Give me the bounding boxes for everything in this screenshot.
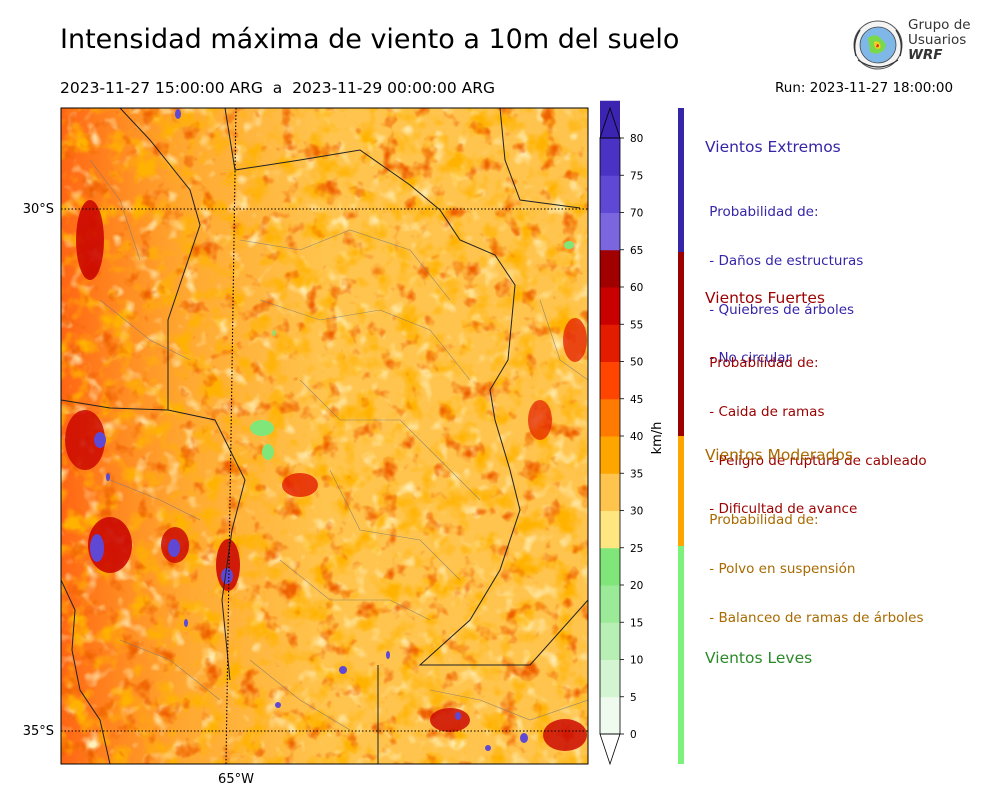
colorbar-tick-label: 20 <box>630 580 643 592</box>
light-wind-spots <box>250 241 574 460</box>
political-boundaries <box>61 108 588 764</box>
map-red-patches <box>61 108 588 764</box>
category-title-fuertes: Vientos Fuertes <box>705 289 825 307</box>
colorbar-tick-label: 15 <box>630 617 643 629</box>
colorbar-tick-label: 35 <box>630 468 643 480</box>
logo-line-1: Grupo de <box>908 17 971 33</box>
globe-icon <box>853 20 903 70</box>
colorbar-segment <box>600 585 620 623</box>
category-bar-moderados <box>678 436 684 546</box>
wind-map <box>61 108 588 764</box>
category-desc-fuertes: Probabilidad de: - Caida de ramas - Peli… <box>705 323 927 550</box>
colorbar-segment <box>600 324 620 362</box>
run-timestamp: Run: 2023-11-27 18:00:00 <box>775 80 954 96</box>
colorbar-segment <box>600 696 620 735</box>
category-extremos: Vientos Extremos Probabilidad de: - Daño… <box>705 138 863 399</box>
desc-line: Probabilidad de: <box>705 204 819 221</box>
desc-line: Probabilidad de: <box>705 355 819 372</box>
colorbar-segment <box>600 175 620 213</box>
lat-label-30s: 30°S <box>23 202 54 217</box>
colorbar-extend-min <box>599 733 621 766</box>
forecast-period: 2023-11-27 15:00:00 ARG a 2023-11-29 00:… <box>60 79 496 97</box>
desc-line: - Daños de estructuras <box>705 253 864 270</box>
category-leves: Vientos Leves <box>705 649 812 667</box>
colorbar-segment <box>600 659 620 698</box>
category-fuertes: Vientos Fuertes Probabilidad de: - Caida… <box>705 289 927 550</box>
colorbar-tick-label: 10 <box>630 655 643 667</box>
colorbar-segment <box>600 249 620 288</box>
colorbar-tick-label: 55 <box>630 319 643 331</box>
colorbar-segment <box>600 212 620 251</box>
graticule <box>61 108 588 764</box>
lon-label-65w: 65°W <box>218 772 254 787</box>
category-title-leves: Vientos Leves <box>705 649 813 667</box>
logo-text: Grupo de Usuarios WRF <box>908 18 971 63</box>
colorbar-unit-label: km/h <box>650 422 665 455</box>
colorbar-segment <box>600 436 620 474</box>
category-bars <box>678 108 684 764</box>
desc-line: - Caida de ramas <box>705 404 825 421</box>
colorbar-tick-label: 30 <box>630 506 643 518</box>
category-title-moderados: Vientos Moderados <box>705 446 853 464</box>
colorbar-segment <box>600 510 620 549</box>
colorbar-segment <box>600 622 620 660</box>
logo-line-2: Usuarios <box>908 32 967 48</box>
lat-label-35s: 35°S <box>23 724 54 739</box>
colorbar-tick-label: 75 <box>630 170 643 182</box>
logo-line-3: WRF <box>908 47 943 63</box>
colorbar-tick-label: 60 <box>630 282 643 294</box>
colorbar-segment <box>600 138 620 176</box>
colorbar-tick-label: 50 <box>630 357 643 369</box>
desc-line: - Peligro de ruptura de cableado <box>705 452 927 469</box>
category-desc-moderados: Probabilidad de: - Polvo en suspensión -… <box>705 480 924 658</box>
category-bar-extremos <box>678 108 684 252</box>
category-moderados: Vientos Moderados Probabilidad de: - Pol… <box>705 446 924 658</box>
colorbar-tick-label: 80 <box>630 133 643 145</box>
colorbar-segment <box>600 361 620 400</box>
colorbar-tick-label: 5 <box>630 692 637 704</box>
category-desc-extremos: Probabilidad de: - Daños de estructuras … <box>705 172 863 399</box>
desc-line: - Polvo en suspensión <box>705 561 856 578</box>
desc-line: - No circular <box>705 350 792 367</box>
wrf-logo <box>848 16 978 76</box>
category-bar-leves <box>678 546 684 764</box>
colorbar-tick-label: 65 <box>630 245 643 257</box>
colorbar-segment <box>600 287 620 325</box>
colorbar: 0 5 10 15 20 25 30 35 40 45 50 55 60 65 70 75 80 <box>599 100 643 766</box>
colorbar-tick-label: 0 <box>630 729 637 741</box>
page-title: Intensidad máxima de viento a 10m del su… <box>60 24 680 55</box>
department-boundaries <box>89 159 588 731</box>
desc-line: - Dificultad de avance <box>705 501 858 518</box>
extreme-wind-spots <box>90 109 528 751</box>
map-frame <box>60 107 589 765</box>
category-title-extremos: Vientos Extremos <box>705 138 841 156</box>
desc-line: Probabilidad de: <box>705 512 819 529</box>
colorbar-tick-label: 40 <box>630 431 643 443</box>
colorbar-tick-label: 25 <box>630 543 643 555</box>
colorbar-tick-label: 45 <box>630 394 643 406</box>
colorbar-segment <box>600 547 620 586</box>
colorbar-tick-label: 70 <box>630 208 643 220</box>
category-bar-fuertes <box>678 252 684 436</box>
desc-line: - Quiebres de árboles <box>705 301 855 318</box>
desc-line: - Balanceo de ramas de árboles <box>705 609 924 626</box>
colorbar-segment <box>600 473 620 511</box>
colorbar-segment <box>600 398 620 437</box>
